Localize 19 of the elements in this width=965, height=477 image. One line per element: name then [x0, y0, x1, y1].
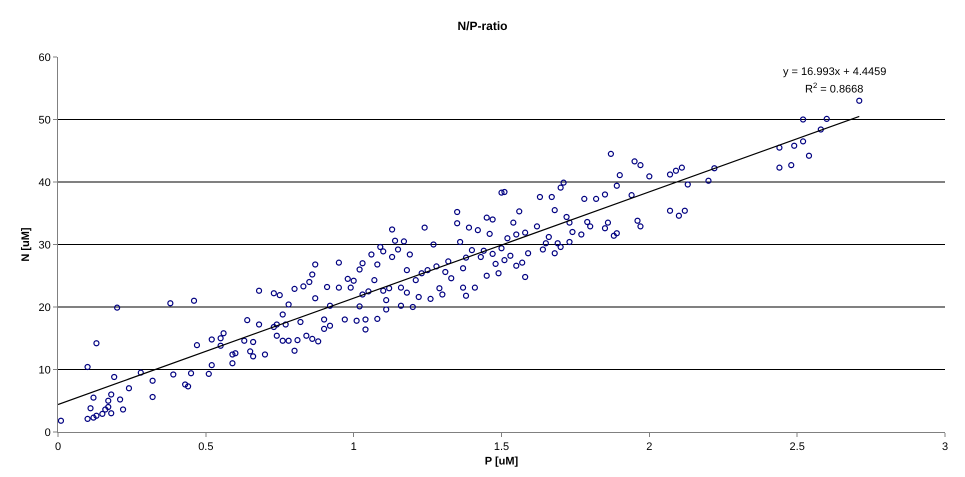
- y-tick-label: 10: [38, 364, 51, 376]
- y-tick-label: 60: [38, 52, 51, 64]
- annotation: y = 16.993x + 4.4459: [783, 66, 886, 78]
- x-tick-label: 0: [54, 441, 62, 454]
- annotation: R$^{2}$ = 0.8668: [805, 81, 864, 96]
- y-tick-label: 20: [38, 302, 51, 314]
- y-tick-label: 40: [38, 176, 51, 189]
- x-tick-label: 0.5: [198, 441, 214, 454]
- x-tick-label: 3: [942, 441, 948, 454]
- y-tick-label: 0: [44, 426, 51, 439]
- x-axis-title: P [uM]: [484, 455, 519, 468]
- y-axis-title: N [uM]: [20, 227, 32, 262]
- x-tick-label: 2.5: [790, 441, 805, 454]
- y-tick-label: 50: [38, 114, 51, 126]
- x-tick-label: 2: [646, 441, 652, 454]
- y-tick-label: 30: [38, 239, 51, 252]
- x-tick-label: 1: [350, 441, 357, 454]
- chart-title: N/P-ratio: [457, 18, 508, 33]
- x-tick-label: 1.5: [494, 441, 510, 454]
